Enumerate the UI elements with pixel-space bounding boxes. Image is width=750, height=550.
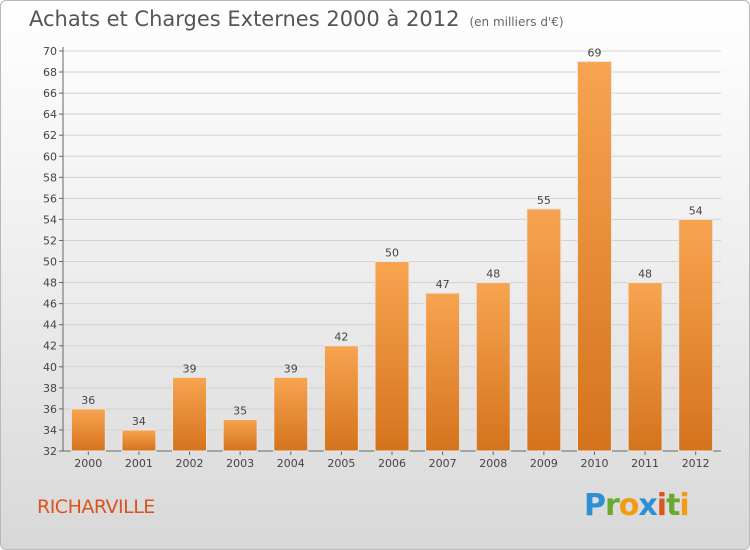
y-tick-label: 34 bbox=[43, 424, 57, 437]
bar-2006 bbox=[374, 261, 410, 452]
data-label-2011: 48 bbox=[638, 268, 652, 281]
x-tick-label-2006: 2006 bbox=[378, 457, 406, 470]
y-tick-label: 56 bbox=[43, 192, 57, 205]
y-tick-label: 38 bbox=[43, 382, 57, 395]
chart-subtitle: (en milliers d'€) bbox=[469, 15, 564, 29]
data-label-2005: 42 bbox=[334, 331, 348, 344]
bar-2008 bbox=[475, 282, 511, 452]
bar-2005 bbox=[323, 345, 359, 452]
data-label-2001: 34 bbox=[132, 415, 146, 428]
commune-name: RICHARVILLE bbox=[37, 496, 155, 518]
y-tick-label: 64 bbox=[43, 108, 57, 121]
x-tick-label-2008: 2008 bbox=[479, 457, 507, 470]
bar-2003 bbox=[222, 418, 258, 452]
y-tick-label: 44 bbox=[43, 319, 57, 332]
bars bbox=[70, 61, 714, 452]
data-label-2000: 36 bbox=[81, 394, 95, 407]
y-tick-label: 62 bbox=[43, 129, 57, 142]
y-tick-label: 46 bbox=[43, 298, 57, 311]
y-tick-label: 32 bbox=[43, 445, 57, 458]
logo-letter: x bbox=[638, 488, 657, 523]
x-tick-label-2003: 2003 bbox=[226, 457, 254, 470]
logo-letter: o bbox=[618, 488, 640, 523]
x-tick-label-2010: 2010 bbox=[580, 457, 608, 470]
data-label-2007: 47 bbox=[436, 278, 450, 291]
x-tick-label-2007: 2007 bbox=[429, 457, 457, 470]
logo-letter: P bbox=[584, 488, 606, 523]
bar-2004 bbox=[273, 376, 309, 452]
bar-2002 bbox=[172, 376, 208, 452]
y-tick-label: 36 bbox=[43, 403, 57, 416]
logo-letter: r bbox=[605, 488, 620, 523]
x-tick-label-2004: 2004 bbox=[277, 457, 305, 470]
bar-2000 bbox=[70, 408, 106, 452]
bar-2010 bbox=[576, 61, 612, 452]
y-tick-label: 60 bbox=[43, 150, 57, 163]
logo-letter: i bbox=[656, 488, 667, 523]
x-tick-label-2009: 2009 bbox=[530, 457, 558, 470]
data-label-2008: 48 bbox=[486, 268, 500, 281]
y-tick-label: 40 bbox=[43, 361, 57, 374]
bar-2012 bbox=[678, 218, 714, 452]
bar-2011 bbox=[627, 282, 663, 452]
y-tick-label: 50 bbox=[43, 256, 57, 269]
y-tick-label: 58 bbox=[43, 171, 57, 184]
y-tick-label: 66 bbox=[43, 87, 57, 100]
x-tick-label-2001: 2001 bbox=[125, 457, 153, 470]
data-label-2004: 39 bbox=[284, 362, 298, 375]
data-label-2012: 54 bbox=[689, 204, 703, 217]
x-tick-label-2002: 2002 bbox=[176, 457, 204, 470]
x-tick-label-2012: 2012 bbox=[682, 457, 710, 470]
logo-letter: i bbox=[679, 488, 689, 523]
data-label-2009: 55 bbox=[537, 194, 551, 207]
y-tick-labels: 32 34 36 38 40 42 44 46 48 50 52 54 56 58 60 62 64 66 68 70 bbox=[43, 45, 57, 458]
data-label-2002: 39 bbox=[183, 362, 197, 375]
bar-2007 bbox=[425, 292, 461, 452]
chart-title: Achats et Charges Externes 2000 à 2012 (e… bbox=[29, 7, 564, 31]
x-tick-label-2000: 2000 bbox=[74, 457, 102, 470]
data-labels: 36 34 39 35 39 42 50 47 48 55 69 48 54 bbox=[81, 47, 702, 428]
chart-title-text: Achats et Charges Externes 2000 à 2012 bbox=[29, 7, 460, 31]
x-tick-label-2005: 2005 bbox=[327, 457, 355, 470]
bar-2009 bbox=[526, 208, 562, 452]
data-label-2003: 35 bbox=[233, 404, 247, 417]
logo-letter: t bbox=[666, 488, 680, 523]
bar-2001 bbox=[121, 429, 157, 452]
x-tick-labels: 2000 2001 2002 2003 2004 2005 2006 2007 2008 2009… bbox=[74, 457, 709, 470]
y-tick-label: 48 bbox=[43, 277, 57, 290]
data-label-2006: 50 bbox=[385, 247, 399, 260]
y-tick-label: 68 bbox=[43, 66, 57, 79]
y-tick-label: 52 bbox=[43, 234, 57, 247]
y-tick-label: 70 bbox=[43, 45, 57, 58]
x-tick-label-2011: 2011 bbox=[631, 457, 659, 470]
proxiti-logo: Proxiti bbox=[584, 488, 690, 523]
y-tick-label: 54 bbox=[43, 213, 57, 226]
data-label-2010: 69 bbox=[587, 47, 601, 60]
y-tick-label: 42 bbox=[43, 340, 57, 353]
